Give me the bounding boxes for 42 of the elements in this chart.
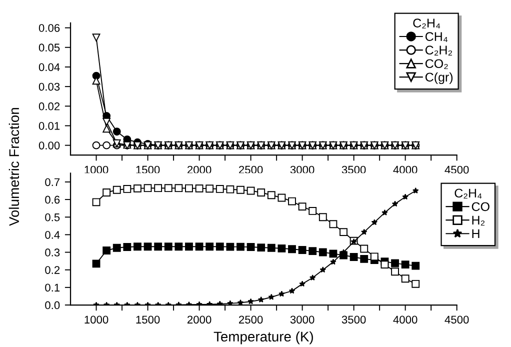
y-tick-label: 0.7 (45, 178, 60, 186)
legend-label: CO₂ (425, 59, 448, 69)
legend-title: C₂H₄ (454, 188, 482, 198)
x-tick-label: 4000 (393, 316, 418, 324)
y-tick-label: 0.03 (38, 82, 60, 91)
y-tick-label: 0.1 (45, 284, 60, 292)
y-tick-label: 0.04 (38, 63, 60, 72)
x-tick-label: 1000 (84, 166, 108, 174)
x-axis-title: Temperature (K) (214, 331, 313, 344)
x-tick-label: 2500 (239, 316, 263, 324)
y-tick-label: 0.2 (45, 266, 60, 274)
x-tick-label: 1000 (84, 316, 108, 324)
legend-label: H₂ (472, 216, 485, 226)
y-tick-label: 0.0 (45, 301, 60, 310)
legend-label: CO (472, 202, 490, 212)
y-tick-label: 0.4 (45, 230, 60, 239)
y-tick-label: 0.02 (38, 102, 60, 110)
y-tick-label: 0.3 (45, 248, 60, 256)
legend-label: H (472, 229, 480, 238)
x-tick-label: 4500 (444, 166, 469, 174)
y-tick-label: 0.5 (45, 213, 60, 222)
x-tick-label: 1500 (136, 166, 160, 174)
x-tick-label: 3500 (342, 166, 366, 174)
x-tick-label: 1500 (136, 316, 160, 324)
y-tick-label: 0.06 (38, 24, 60, 32)
x-tick-label: 3000 (290, 166, 314, 174)
y-axis-title: Volumetric Fraction (8, 108, 20, 226)
legend-label: CH₄ (425, 32, 448, 42)
x-tick-label: 3000 (290, 316, 314, 324)
legend-label: C₂H₂ (425, 46, 452, 56)
x-tick-label: 2000 (187, 166, 212, 174)
y-tick-label: 0.05 (38, 44, 60, 52)
x-tick-label: 2500 (239, 166, 263, 174)
legend-title: C₂H₄ (413, 18, 440, 28)
x-tick-label: 4000 (393, 166, 418, 174)
x-tick-label: 4500 (444, 316, 469, 324)
y-tick-label: 0.01 (38, 122, 60, 130)
y-tick-label: 0.00 (38, 142, 60, 150)
x-tick-label: 2000 (187, 316, 212, 324)
y-tick-label: 0.6 (45, 196, 60, 204)
legend-label: C(gr) (425, 72, 453, 84)
x-tick-label: 3500 (342, 316, 366, 324)
